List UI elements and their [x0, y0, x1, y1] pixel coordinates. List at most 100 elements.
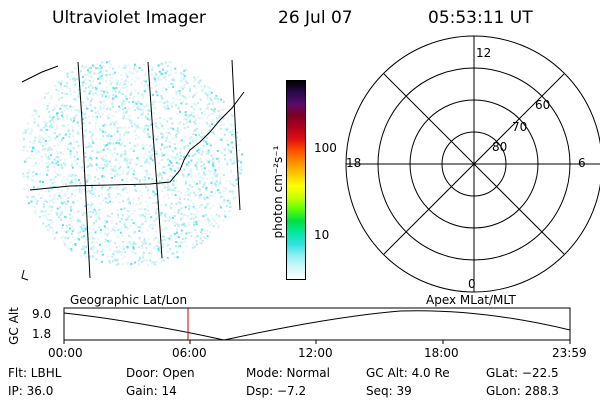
uv-speckle — [91, 149, 94, 152]
uv-speckle — [218, 115, 221, 118]
uv-speckle — [97, 110, 99, 113]
uv-speckle — [142, 241, 145, 244]
uv-speckle — [45, 121, 48, 124]
uv-speckle — [171, 216, 174, 219]
uv-speckle — [179, 80, 182, 83]
uv-speckle — [137, 92, 140, 95]
uv-speckle — [33, 118, 36, 121]
uv-speckle — [129, 93, 132, 96]
uv-speckle — [211, 222, 214, 225]
uv-speckle — [109, 79, 112, 82]
uv-speckle — [71, 193, 73, 196]
uv-speckle — [161, 183, 164, 186]
uv-speckle — [130, 121, 133, 124]
uv-speckle — [95, 85, 98, 88]
uv-speckle — [115, 246, 118, 249]
uv-speckle — [22, 131, 25, 134]
uv-speckle — [130, 159, 133, 162]
uv-speckle — [150, 252, 153, 255]
uv-speckle — [91, 186, 94, 189]
uv-speckle — [91, 165, 94, 168]
uv-speckle — [115, 187, 118, 190]
uv-speckle — [91, 92, 94, 95]
uv-speckle — [162, 127, 165, 130]
uv-speckle — [144, 126, 147, 129]
uv-speckle — [23, 145, 26, 148]
uv-speckle — [146, 132, 149, 135]
uv-speckle — [144, 259, 147, 262]
uv-speckle — [106, 61, 108, 64]
uv-speckle — [153, 112, 156, 115]
uv-speckle — [128, 115, 131, 118]
uv-speckle — [163, 154, 165, 157]
uv-speckle — [168, 205, 171, 208]
uv-speckle — [68, 224, 71, 227]
uv-speckle — [95, 168, 98, 171]
uv-speckle — [206, 196, 209, 199]
uv-speckle — [40, 210, 43, 213]
uv-speckle — [113, 87, 116, 90]
uv-speckle — [87, 157, 90, 160]
uv-speckle — [138, 237, 141, 240]
uv-speckle — [163, 118, 166, 121]
uv-speckle — [50, 116, 52, 119]
uv-speckle — [65, 202, 68, 205]
uv-speckle — [96, 151, 99, 154]
uv-speckle — [217, 110, 220, 112]
uv-speckle — [89, 192, 92, 194]
uv-speckle — [230, 113, 233, 116]
uv-speckle — [215, 95, 218, 97]
uv-speckle — [140, 113, 143, 116]
uv-speckle — [214, 170, 217, 173]
uv-speckle — [171, 252, 174, 255]
uv-speckle — [52, 166, 55, 169]
uv-speckle — [161, 97, 163, 100]
uv-speckle — [47, 157, 49, 160]
uv-speckle — [169, 234, 172, 237]
uv-speckle — [82, 212, 85, 215]
uv-speckle — [149, 115, 152, 118]
uv-speckle — [171, 193, 174, 196]
uv-speckle — [211, 113, 214, 115]
uv-speckle — [109, 120, 112, 123]
uv-speckle — [148, 213, 151, 215]
uv-speckle — [206, 177, 209, 180]
uv-speckle — [121, 250, 124, 253]
uv-speckle — [36, 149, 39, 152]
uv-speckle — [177, 212, 180, 214]
uv-speckle — [204, 195, 206, 198]
mlt-label-18: 18 — [346, 156, 362, 170]
uv-speckle — [159, 180, 162, 182]
uv-speckle — [196, 163, 199, 166]
uv-speckle — [170, 155, 173, 158]
uv-speckle — [42, 206, 45, 209]
xtick-0000: 00:00 — [48, 346, 83, 360]
uv-speckle — [125, 97, 128, 100]
uv-speckle — [103, 100, 106, 102]
uv-speckle — [76, 82, 79, 85]
uv-speckle — [58, 133, 61, 136]
uv-speckle — [117, 187, 120, 190]
uv-speckle — [148, 251, 151, 254]
uv-speckle — [69, 153, 72, 156]
uv-speckle — [200, 131, 203, 134]
uv-speckle — [123, 245, 126, 248]
uv-speckle — [40, 197, 43, 199]
uv-speckle — [57, 188, 60, 191]
uv-speckle — [190, 171, 193, 173]
uv-speckle — [118, 201, 121, 204]
uv-speckle — [45, 128, 48, 131]
uv-speckle — [218, 138, 221, 141]
uv-speckle — [212, 225, 215, 228]
uv-speckle — [159, 122, 161, 125]
uv-speckle — [53, 201, 55, 204]
uv-speckle — [101, 175, 104, 177]
uv-speckle — [153, 181, 156, 184]
uv-speckle — [109, 200, 112, 203]
uv-speckle — [109, 142, 112, 145]
uv-speckle — [205, 186, 208, 189]
uv-speckle — [109, 261, 112, 264]
status-mode: Mode: Normal — [246, 366, 330, 380]
uv-speckle — [136, 243, 138, 246]
uv-speckle — [177, 233, 180, 236]
